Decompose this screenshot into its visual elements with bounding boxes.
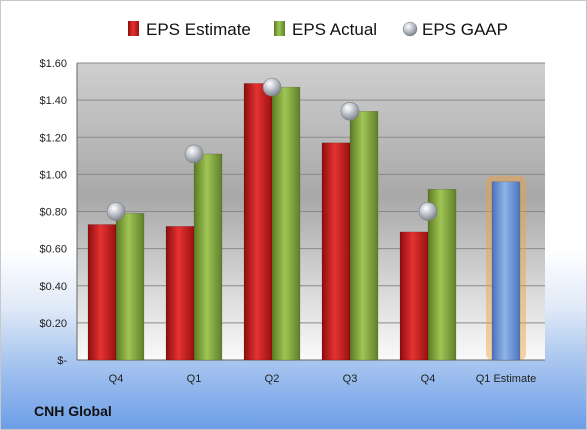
eps-gaap-point xyxy=(262,77,282,97)
legend: EPS Estimate EPS Actual EPS GAAP xyxy=(128,20,508,39)
x-axis: Q4 Q1 Q2 Q3 Q4 Q1 Estimate xyxy=(109,373,537,385)
eps-actual-bar xyxy=(271,86,301,361)
x-tick-label: Q1 Estimate xyxy=(476,373,537,385)
gaap-points xyxy=(106,77,438,221)
y-tick-label: $1.40 xyxy=(39,95,67,107)
eps-actual-bar xyxy=(349,111,379,361)
eps-actual-bar xyxy=(193,153,223,361)
y-axis: $- $0.20 $0.40 $0.60 $0.80 $1.00 $1.20 $1.40 $1.… xyxy=(39,58,545,367)
x-tick-label: Q4 xyxy=(109,373,124,385)
y-tick-label: $0.20 xyxy=(39,318,67,330)
bars xyxy=(87,83,526,361)
y-tick-label: $0.60 xyxy=(39,244,67,256)
legend-label: EPS GAAP xyxy=(422,20,508,39)
eps-gaap-point xyxy=(340,101,360,121)
legend-swatch xyxy=(274,21,285,36)
eps-estimate-bar xyxy=(165,226,195,361)
eps-estimate-bar xyxy=(87,224,117,361)
company-name: CNH Global xyxy=(34,403,112,419)
eps-estimate-bar xyxy=(243,83,273,361)
y-tick-label: $0.80 xyxy=(39,207,67,219)
y-tick-label: $1.60 xyxy=(39,58,67,70)
legend-label: EPS Actual xyxy=(292,20,377,39)
x-tick-label: Q1 xyxy=(187,373,202,385)
y-tick-label: $0.40 xyxy=(39,281,67,293)
y-tick-label: $- xyxy=(57,355,67,367)
x-tick-label: Q3 xyxy=(343,373,358,385)
x-tick-label: Q4 xyxy=(421,373,436,385)
q1-estimate-bar xyxy=(491,181,521,361)
eps-gaap-point xyxy=(106,202,126,221)
legend-label: EPS Estimate xyxy=(146,20,251,39)
y-tick-label: $1.20 xyxy=(39,132,67,144)
eps-gaap-point xyxy=(184,144,204,164)
y-tick-label: $1.00 xyxy=(39,169,67,181)
eps-estimate-bar xyxy=(321,142,351,361)
x-tick-label: Q2 xyxy=(265,373,280,385)
eps-actual-bar xyxy=(115,213,145,361)
eps-gaap-point xyxy=(418,202,438,221)
eps-chart: $- $0.20 $0.40 $0.60 $0.80 $1.00 $1.20 $1.40 $1.… xyxy=(39,20,545,385)
eps-estimate-bar xyxy=(399,231,429,361)
legend-swatch xyxy=(128,21,139,36)
legend-swatch xyxy=(402,21,418,37)
